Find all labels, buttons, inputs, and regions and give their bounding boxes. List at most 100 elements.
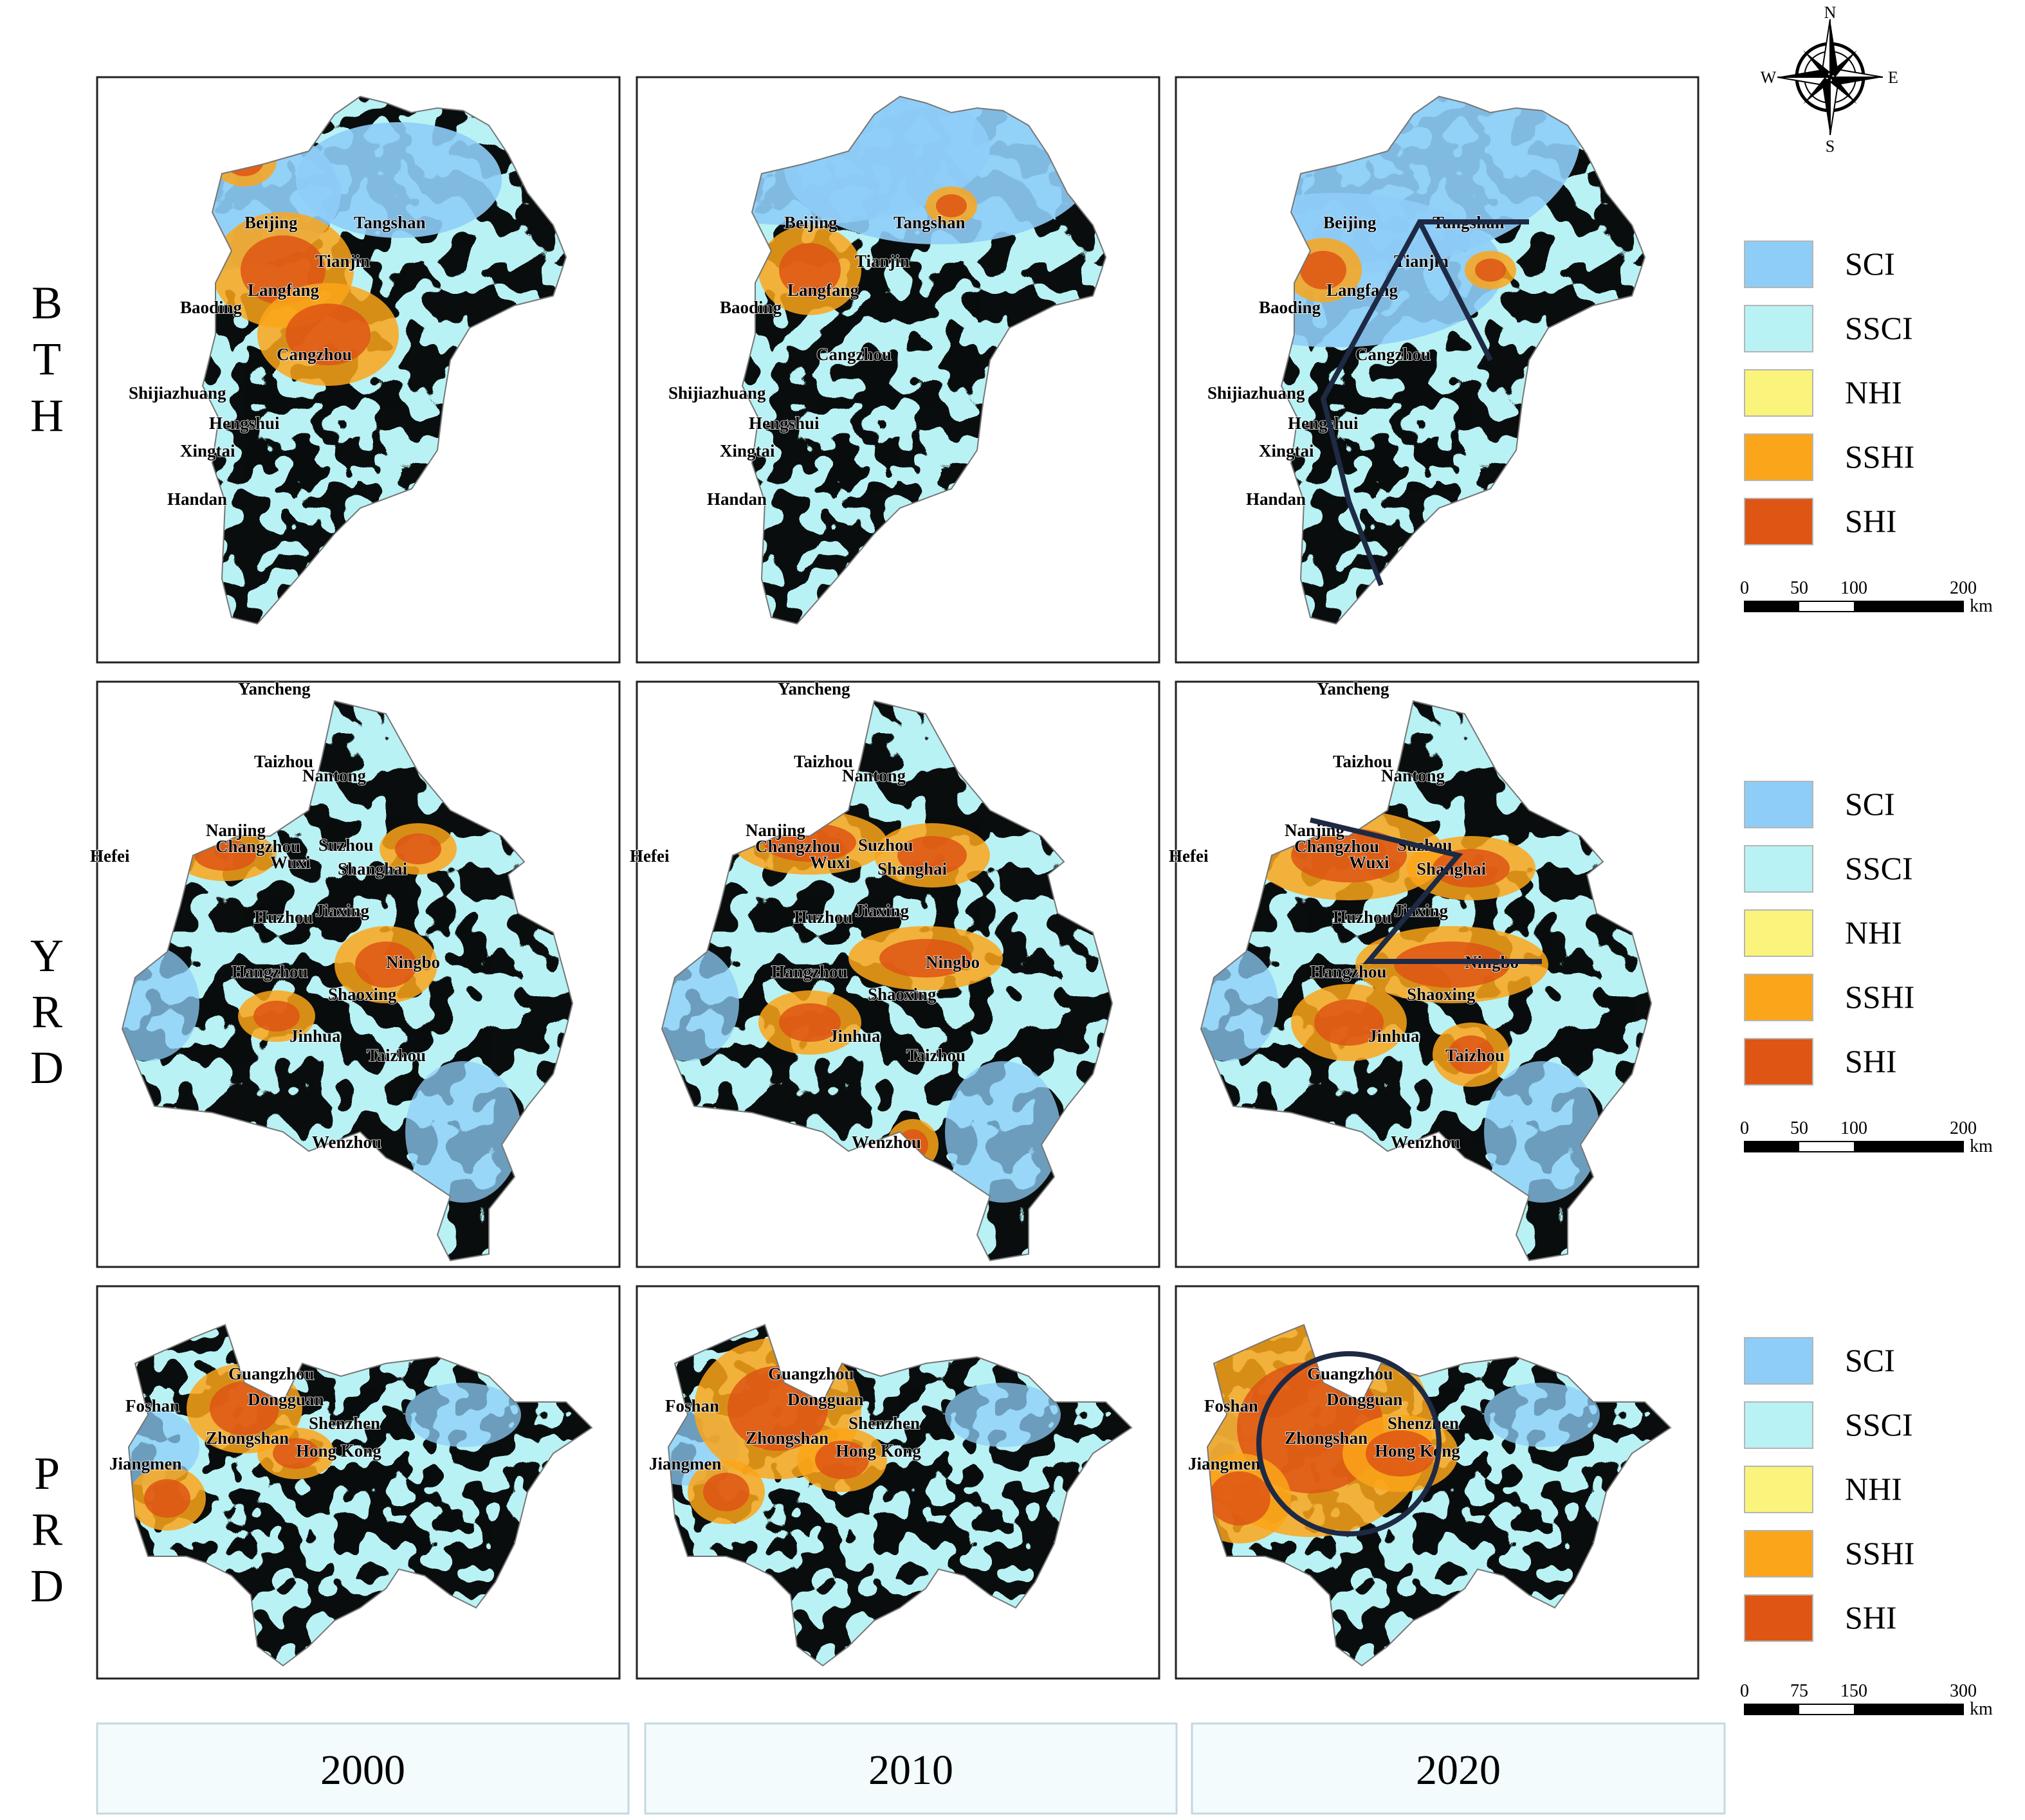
legend-swatch-ssci: [1744, 1401, 1813, 1449]
city-label: Langfang: [248, 280, 320, 300]
legend-swatch-ssci: [1744, 845, 1813, 893]
legend-label-nhi: NHI: [1845, 915, 1902, 951]
scale-unit: km: [1970, 1699, 1993, 1719]
city-label: Taizhou: [254, 752, 313, 771]
city-label: Ningbo: [386, 952, 440, 972]
city-label: Xingtai: [180, 441, 235, 460]
city-label: Yancheng: [1317, 679, 1389, 698]
city-label: Taizhou: [367, 1046, 426, 1065]
city-label: Shaoxing: [1407, 985, 1476, 1004]
year-label-2010: 2010: [868, 1747, 953, 1794]
city-label: Yancheng: [778, 679, 850, 698]
development-axis-branch: [1417, 221, 1493, 361]
legend-swatch-sci: [1744, 781, 1813, 828]
city-label: Huzhou: [794, 907, 853, 927]
row-label-yrd-3: D: [30, 1042, 64, 1093]
scale-unit: km: [1970, 1136, 1993, 1156]
city-label: Nanjing: [206, 821, 266, 840]
city-label: Guangzhou: [768, 1364, 854, 1383]
city-label: Taizhou: [1333, 752, 1392, 771]
city-label: Suzhou: [858, 835, 913, 855]
city-label: Huzhou: [254, 907, 313, 927]
year-label-2000: 2000: [320, 1747, 405, 1794]
city-label: Beijing: [244, 213, 298, 232]
row-label-prd-3: D: [30, 1560, 64, 1612]
year-box-2020: [1191, 1722, 1726, 1815]
development-axis: [1320, 219, 1529, 587]
year-box-2000: [96, 1722, 630, 1815]
city-label: Jiaxing: [315, 901, 370, 920]
city-label: Taizhou: [906, 1046, 966, 1065]
city-label: Beijing: [784, 213, 838, 232]
compass-w: W: [1761, 68, 1777, 87]
scale-tick: 50: [1790, 578, 1808, 598]
city-label: Wenzhou: [312, 1133, 381, 1152]
city-label: Langfang: [787, 280, 859, 300]
city-label: Zhongshan: [1285, 1428, 1368, 1448]
city-label: Changzhou: [215, 837, 300, 856]
city-label: Shaoxing: [328, 985, 397, 1004]
compass-s: S: [1826, 137, 1835, 156]
legend-label-sshi: SSHI: [1845, 979, 1914, 1015]
scale-tick: 0: [1740, 1118, 1749, 1138]
city-label: Shenzhen: [848, 1414, 920, 1433]
scale-unit: km: [1970, 596, 1993, 616]
city-label: Jiangmen: [1188, 1454, 1261, 1473]
city-label: Jinhua: [829, 1026, 881, 1046]
legend-swatch-sshi: [1744, 1530, 1813, 1578]
city-label: Tangshan: [354, 213, 426, 232]
row-label-bth-1: B: [32, 277, 62, 329]
legend-label-sshi: SSHI: [1845, 1535, 1914, 1571]
city-label: Guangzhou: [1307, 1364, 1393, 1383]
city-label: Ningbo: [926, 952, 980, 972]
legend-swatch-nhi: [1744, 909, 1813, 957]
city-label: Cangzhou: [277, 345, 352, 364]
agglomeration-core-circle: [1256, 1351, 1442, 1536]
row-label-yrd-2: R: [32, 986, 62, 1037]
city-label: Hefei: [90, 846, 130, 866]
legend-swatch-nhi: [1744, 1466, 1813, 1513]
city-label: Jinhua: [1368, 1026, 1420, 1046]
scale-tick: 300: [1950, 1681, 1977, 1701]
city-label: Dongguan: [787, 1390, 864, 1409]
city-label: Xingtai: [1259, 441, 1314, 460]
city-label: Handan: [1246, 489, 1306, 509]
legend-swatch-sshi: [1744, 974, 1813, 1021]
city-label: Zhongshan: [746, 1428, 829, 1448]
map-panel-prd-2010: Guangzhou Foshan Dongguan Shenzhen Zhongshan…: [636, 1285, 1160, 1680]
map-panel-bth-2010: Beijing Tangshan Tianjin Langfang Baoding Can…: [636, 76, 1160, 664]
city-label: Hengshui: [1288, 414, 1359, 433]
city-label: Wuxi: [810, 853, 850, 872]
city-label: Nantong: [1381, 766, 1445, 785]
city-label: Hangzhou: [232, 962, 308, 981]
map-panel-bth-2000: Beijing Tangshan Tianjin Langfang Baoding Can…: [96, 76, 621, 664]
map-panel-prd-2000: Guangzhou Foshan Dongguan Shenzhen Zhongshan…: [96, 1285, 621, 1680]
legend-label-shi: SHI: [1845, 503, 1897, 539]
city-label: Shijiazhuang: [1207, 383, 1305, 403]
city-label: Hengshui: [749, 414, 820, 433]
city-label: Xingtai: [720, 441, 775, 460]
city-label: Hefei: [630, 846, 670, 866]
city-label: Jiangmen: [109, 1454, 182, 1473]
city-label: Taizhou: [1445, 1046, 1505, 1065]
legend-label-sci: SCI: [1845, 1342, 1895, 1378]
city-label: Shanghai: [338, 859, 408, 878]
city-label: Shijiazhuang: [129, 383, 226, 403]
legend-label-shi: SHI: [1845, 1599, 1897, 1635]
scale-tick: 0: [1740, 1681, 1749, 1701]
row-label-bth-2: T: [33, 333, 61, 385]
legend-label-ssci: SSCI: [1845, 310, 1913, 346]
city-label: Jiaxing: [855, 901, 910, 920]
city-label: Tianjin: [855, 251, 910, 271]
row-label-prd-2: R: [32, 1504, 62, 1555]
city-label: Suzhou: [318, 835, 374, 855]
city-label: Zhongshan: [206, 1428, 289, 1448]
city-label: Tangshan: [893, 213, 966, 232]
city-label: Hangzhou: [1310, 962, 1387, 981]
legend-label-ssci: SSCI: [1845, 850, 1913, 886]
